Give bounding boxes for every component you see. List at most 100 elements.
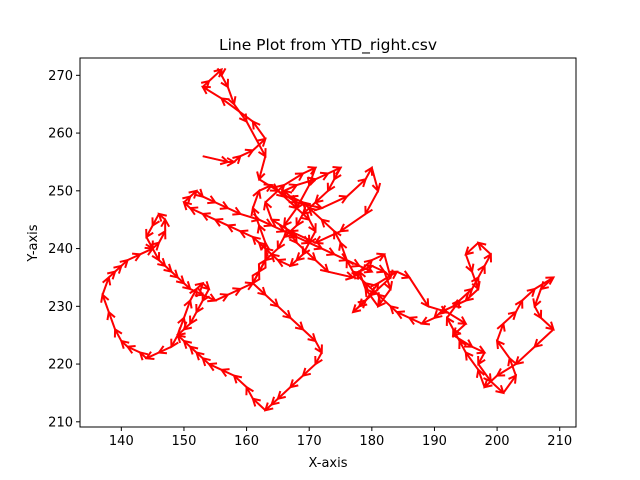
arrow-shaft [252, 397, 267, 411]
y-tick-label: 250 [48, 184, 73, 199]
arrow-shaft [277, 305, 292, 319]
arrow-shaft [127, 345, 141, 354]
arrow-shaft [514, 300, 524, 313]
arrow-shaft [183, 300, 192, 319]
arrow-shaft [333, 253, 348, 262]
arrow-shaft [364, 282, 379, 302]
arrow-shaft [221, 368, 235, 377]
arrow-shaft [452, 299, 467, 308]
arrow-shaft [308, 241, 323, 250]
arrow-shaft [483, 374, 498, 388]
arrow-shaft [302, 363, 317, 377]
x-tick-label: 150 [172, 434, 197, 449]
arrow-shaft [339, 213, 367, 233]
series-line [101, 67, 555, 412]
arrow-shaft [464, 253, 473, 273]
x-axis: 140 150 160 170 180 190 200 210 [109, 427, 572, 449]
arrow-shaft [465, 288, 479, 302]
arrow-shaft [396, 311, 410, 319]
x-tick-label: 170 [297, 434, 322, 449]
plot-area [100, 67, 556, 412]
y-axis-label: Y-axis [26, 224, 41, 262]
arrow-shaft [252, 120, 267, 140]
arrow-shaft [258, 218, 273, 227]
arrow-shaft [295, 184, 311, 209]
arrow-shaft [145, 236, 154, 250]
arrow-shaft [314, 352, 323, 365]
arrow-shaft [264, 202, 273, 221]
arrow-shaft [195, 300, 204, 313]
arrow-shaft [145, 224, 154, 238]
arrow-shaft [464, 351, 480, 371]
arrow-shaft [496, 363, 517, 377]
arrow-shaft [533, 328, 555, 348]
arrow-shaft [458, 288, 473, 302]
arrow-shaft [308, 230, 317, 244]
arrow-shaft [158, 345, 172, 354]
arrow-shaft [258, 184, 273, 192]
arrow-shaft [139, 247, 154, 256]
arrow-shaft [289, 317, 304, 331]
arrow-shaft [396, 270, 410, 279]
arrow-shaft [371, 253, 385, 262]
arrow-shaft [321, 247, 335, 256]
x-tick-label: 210 [547, 434, 572, 449]
arrow-shaft [277, 259, 291, 267]
arrow-shaft [321, 218, 335, 232]
arrow-shaft [540, 276, 555, 290]
arrow-shaft [296, 236, 310, 244]
arrow-shaft [296, 178, 316, 186]
arrow-shaft [283, 172, 304, 186]
arrow-shaft [364, 288, 379, 307]
arrow-shaft [308, 167, 317, 186]
arrow-shaft [471, 345, 485, 354]
arrow-shaft [233, 374, 248, 388]
arrow-shaft [296, 207, 310, 221]
arrow-shaft [346, 178, 367, 198]
arrow-shaft [240, 212, 260, 221]
x-tick-label: 140 [109, 434, 134, 449]
arrow-shaft [314, 259, 329, 273]
arrow-shaft [189, 207, 204, 215]
arrow-shaft [283, 207, 298, 227]
arrow-shaft [151, 248, 160, 261]
arrow-shaft [277, 386, 292, 400]
arrow-shaft [227, 288, 241, 296]
arrow-shaft [308, 207, 323, 221]
arrow-shaft [446, 317, 455, 330]
arrow-shaft [321, 195, 348, 210]
arrow-shaft [283, 184, 298, 192]
y-tick-label: 230 [48, 300, 73, 315]
arrow-shaft [145, 351, 160, 360]
arrow-shaft [295, 213, 304, 226]
arrow-shaft [308, 219, 317, 232]
arrow-shaft [233, 103, 248, 123]
arrow-shaft [264, 184, 285, 204]
arrow-shaft [458, 340, 467, 353]
arrow-shaft [258, 259, 267, 273]
arrow-shaft [239, 230, 254, 238]
arrow-shaft [477, 369, 486, 388]
arrow-shaft [226, 86, 236, 105]
arrow-shaft [333, 230, 342, 244]
arrow-shaft [227, 207, 241, 215]
arrow-shaft [521, 288, 536, 302]
arrow-shaft [107, 311, 117, 330]
arrow-shaft [477, 265, 486, 278]
series-group [100, 67, 556, 412]
arrow-shaft [264, 294, 279, 308]
arrow-shaft [315, 172, 329, 181]
arrow-shaft [251, 190, 261, 209]
arrow-shaft [327, 166, 341, 175]
arrow-shaft [383, 254, 392, 278]
arrow-shaft [471, 271, 480, 290]
x-tick-label: 190 [422, 434, 447, 449]
y-axis: 210 220 230 240 250 260 270 [48, 69, 80, 430]
arrow-shaft [477, 363, 492, 382]
arrow-shaft [345, 259, 354, 273]
arrow-shaft [270, 184, 285, 198]
arrow-shaft [370, 167, 380, 192]
arrow-shaft [352, 270, 367, 284]
arrow-shaft [364, 167, 373, 180]
